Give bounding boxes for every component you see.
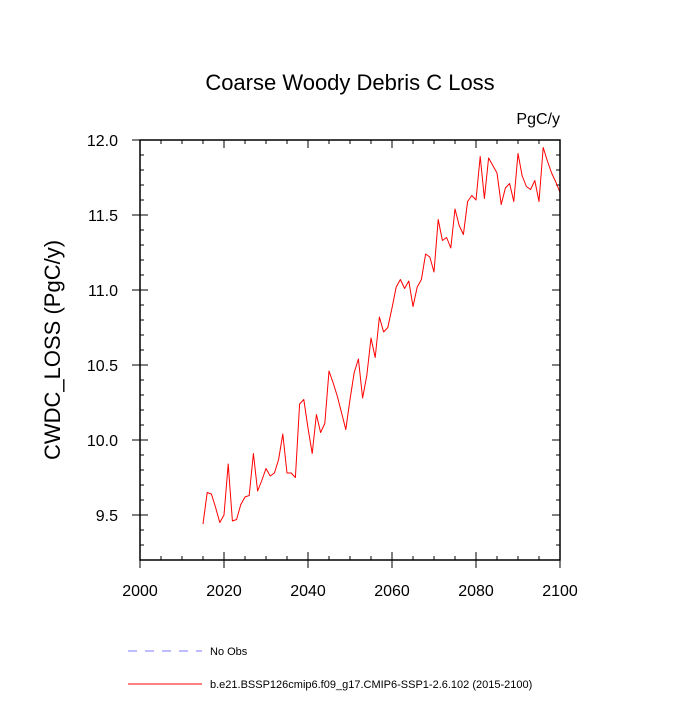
axis-ticks-layer — [132, 139, 561, 568]
y-tick-label: 10.0 — [87, 433, 118, 450]
y-axis-label: CWDC_LOSS (PgC/y) — [40, 240, 65, 460]
chart-title: Coarse Woody Debris C Loss — [205, 70, 494, 95]
tick-labels-layer: 2000 2020 2040 2060 2080 2100 9.5 10.0 10.5 11.0 1… — [87, 133, 578, 600]
series-line — [202, 147, 561, 525]
legend-model-label: b.e21.BSSP126cmip6.f09_g17.CMIP6-SSP1-2.… — [210, 679, 532, 691]
x-tick-label: 2080 — [458, 583, 494, 600]
y-tick-label: 12.0 — [87, 133, 118, 150]
x-tick-label: 2060 — [374, 583, 410, 600]
legend: No Obs b.e21.BSSP126cmip6.f09_g17.CMIP6-… — [128, 646, 532, 691]
y-tick-label: 9.5 — [96, 508, 118, 525]
series-layer — [202, 147, 561, 525]
plot-frame — [139, 139, 561, 561]
y-tick-label: 10.5 — [87, 358, 118, 375]
legend-no-obs-label: No Obs — [210, 646, 248, 658]
x-tick-label: 2000 — [122, 583, 158, 600]
x-tick-label: 2100 — [542, 583, 578, 600]
y-tick-label: 11.0 — [88, 283, 118, 300]
units-label: PgC/y — [516, 111, 560, 128]
x-tick-label: 2020 — [206, 583, 242, 600]
x-tick-label: 2040 — [290, 583, 326, 600]
y-tick-label: 11.5 — [88, 208, 118, 225]
